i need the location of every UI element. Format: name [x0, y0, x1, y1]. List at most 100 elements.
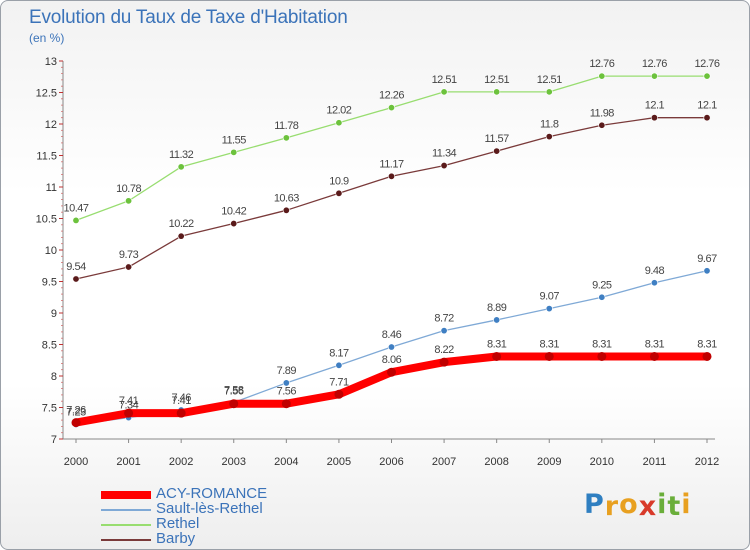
data-label-2: 12.51: [537, 74, 562, 86]
data-label-1: 9.25: [592, 279, 612, 291]
data-label-3: 10.42: [221, 206, 246, 218]
data-label-2: 10.78: [116, 183, 141, 195]
y-tick-label: 7.5: [42, 403, 57, 415]
y-tick-label: 7: [51, 434, 57, 446]
series-line-0: [72, 352, 711, 427]
series-point-0: [71, 418, 81, 428]
series-point-1: [650, 279, 658, 287]
y-tick-label: 10.5: [36, 214, 57, 226]
chart-legend: ACY-ROMANCE Sault-lès-Rethel Rethel Barby: [101, 485, 361, 547]
legend-label: ACY-ROMANCE: [156, 485, 268, 502]
series-point-2: [387, 104, 395, 112]
series-point-0: [702, 351, 712, 361]
data-label-1: 9.67: [697, 253, 717, 265]
y-tick-label: 11: [46, 182, 57, 194]
series-point-2: [545, 88, 553, 96]
x-tick-label: 2012: [695, 456, 719, 468]
x-tick-label: 2002: [169, 456, 193, 468]
series-point-1: [282, 379, 290, 387]
data-label-0: 8.31: [487, 338, 507, 350]
data-label-1: 8.89: [487, 302, 507, 314]
data-label-3: 12.1: [697, 100, 717, 112]
y-tick-label: 9: [51, 308, 57, 320]
data-label-0: 8.22: [434, 344, 454, 356]
legend-item-0: ACY-ROMANCE: [101, 485, 361, 502]
data-label-0: 8.31: [592, 338, 612, 350]
legend-swatch: [101, 539, 151, 541]
data-label-2: 12.02: [326, 105, 351, 117]
legend-item-1: Sault-lès-Rethel: [101, 500, 361, 517]
data-label-0: 7.41: [119, 395, 139, 407]
x-tick-label: 2011: [643, 456, 667, 468]
data-label-0: 8.31: [540, 338, 560, 350]
data-label-2: 11.78: [274, 120, 299, 132]
series-point-3: [72, 275, 80, 283]
series-point-0: [597, 351, 607, 361]
series-point-2: [493, 88, 501, 96]
y-tick-label: 13: [45, 56, 57, 68]
data-label-1: 8.17: [329, 347, 349, 359]
data-label-0: 7.26: [66, 405, 86, 417]
logo-letter: i: [657, 489, 668, 520]
y-tick-label: 11.5: [36, 151, 57, 163]
data-label-1: 8.72: [434, 313, 454, 325]
data-label-0: 8.31: [645, 338, 665, 350]
legend-swatch: [101, 524, 151, 526]
y-tick-label: 9.5: [42, 277, 57, 289]
series-point-0: [124, 408, 134, 418]
data-label-2: 12.76: [694, 58, 719, 70]
series-point-0: [492, 351, 502, 361]
data-label-0: 8.31: [697, 338, 717, 350]
series-point-0: [281, 399, 291, 409]
series-point-2: [72, 216, 80, 224]
data-label-2: 12.51: [484, 74, 509, 86]
series-point-0: [649, 351, 659, 361]
data-label-2: 11.32: [169, 149, 194, 161]
data-label-3: 9.73: [119, 249, 139, 261]
logo-letter: r: [604, 491, 620, 522]
data-label-1: 7.46: [171, 392, 191, 404]
data-label-2: 12.51: [432, 74, 457, 86]
series-point-3: [387, 172, 395, 180]
series-point-2: [598, 72, 606, 80]
x-tick-label: 2008: [484, 456, 508, 468]
data-label-0: 7.56: [224, 386, 244, 398]
series-point-1: [598, 293, 606, 301]
logo-letter: i: [681, 489, 692, 520]
series-point-0: [387, 367, 396, 377]
x-tick-label: 2010: [590, 456, 614, 468]
data-label-1: 7.23: [66, 407, 86, 419]
series-point-2: [177, 163, 185, 171]
logo-letter: x: [638, 491, 658, 522]
series-point-2: [230, 148, 238, 156]
legend-item-3: Barby: [101, 530, 361, 547]
series-point-0: [544, 351, 554, 361]
series-point-3: [282, 206, 290, 214]
x-tick-label: 2000: [64, 456, 88, 468]
series-point-0: [229, 399, 239, 409]
data-label-0: 7.56: [277, 386, 297, 398]
data-label-1: 9.48: [645, 265, 665, 277]
x-tick-label: 2009: [537, 456, 561, 468]
chart-title: Evolution du Taux de Taxe d'Habitation: [29, 7, 348, 28]
series-point-2: [125, 197, 133, 205]
data-label-2: 10.47: [63, 202, 88, 214]
data-label-3: 12.1: [645, 100, 665, 112]
series-point-1: [703, 267, 711, 275]
data-label-0: 7.71: [329, 376, 349, 388]
data-label-2: 12.76: [642, 58, 667, 70]
data-label-3: 11.8: [540, 119, 559, 131]
data-label-3: 11.34: [432, 148, 457, 160]
series-point-3: [598, 121, 606, 129]
x-tick-label: 2004: [274, 456, 298, 468]
y-tick-label: 12: [45, 119, 57, 131]
series-point-3: [493, 147, 501, 155]
legend-swatch: [101, 491, 151, 499]
series-point-2: [282, 134, 290, 142]
logo-letter: t: [667, 491, 682, 522]
series-point-3: [230, 220, 238, 228]
series-point-1: [493, 316, 501, 324]
series-point-2: [650, 72, 658, 80]
